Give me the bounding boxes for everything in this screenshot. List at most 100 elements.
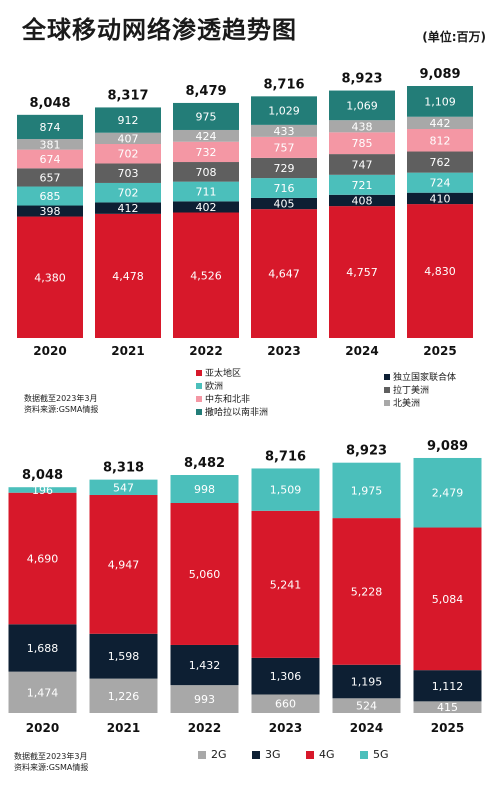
bar-segment (251, 209, 317, 338)
bar-segment (329, 174, 395, 195)
bar-segment (17, 216, 83, 338)
data-label: 657 (40, 171, 61, 184)
bar-segment (413, 670, 482, 702)
total-label: 8,048 (22, 468, 63, 483)
data-label: 702 (118, 148, 139, 161)
bar-segment (413, 527, 482, 671)
bar-segment (251, 96, 317, 125)
total-label: 8,482 (184, 456, 225, 471)
data-label: 912 (118, 114, 139, 127)
data-label: 5,084 (432, 593, 464, 606)
legend-label: 亚太地区 (205, 369, 242, 379)
data-label: 2,479 (432, 487, 464, 500)
data-label: 1,474 (27, 686, 59, 699)
data-label: 407 (118, 132, 139, 145)
bar-segment (407, 116, 473, 130)
x-tick-label: 2025 (423, 344, 456, 358)
data-label: 5,228 (351, 585, 383, 598)
data-label: 674 (40, 153, 61, 166)
data-label: 381 (40, 138, 61, 151)
data-label: 660 (275, 698, 296, 711)
bar-segment (332, 518, 401, 665)
legend-swatch (360, 750, 368, 759)
data-label: 524 (356, 700, 377, 713)
legend-swatch (384, 386, 390, 393)
bar-segment (407, 129, 473, 152)
data-label: 415 (437, 701, 458, 714)
legend-item: 中东和北非 (196, 392, 250, 405)
data-label: 1,069 (346, 99, 378, 112)
bar-segment (329, 154, 395, 175)
bar-segment (170, 475, 239, 504)
legend-swatch (196, 382, 202, 389)
bar-segment (95, 213, 161, 338)
total-label: 8,317 (107, 88, 148, 103)
data-label: 1,109 (424, 95, 456, 108)
bar-segment (332, 462, 401, 519)
total-label: 8,923 (341, 72, 382, 87)
legend-item: 亚太地区 (196, 366, 241, 379)
legend-label: 中东和北非 (205, 395, 251, 405)
bar-segment (329, 206, 395, 338)
legend-label: 撒哈拉以南非洲 (205, 408, 269, 418)
bar-segment (251, 124, 317, 137)
bar-segment (251, 136, 317, 158)
data-label: 721 (352, 179, 373, 192)
x-tick-label: 2021 (107, 721, 140, 735)
bar-segment (173, 141, 239, 163)
bar-segment (251, 694, 320, 713)
bar-segment (251, 468, 320, 511)
data-label: 757 (274, 141, 295, 154)
data-label: 762 (430, 156, 451, 169)
bar-segment (173, 162, 239, 182)
bar-segment (95, 144, 161, 164)
data-label: 4,526 (190, 269, 222, 282)
data-label: 1,195 (351, 676, 383, 689)
data-label: 993 (194, 693, 215, 706)
data-label: 4,380 (34, 271, 66, 284)
bar-segment (329, 194, 395, 207)
bar-segment (407, 204, 473, 338)
data-label: 196 (32, 484, 53, 497)
data-label: 747 (352, 158, 373, 171)
bar-segment (251, 178, 317, 198)
bar-segment (170, 503, 239, 645)
data-label: 1,029 (268, 105, 300, 118)
bar-segment (173, 181, 239, 202)
data-label: 4,830 (424, 265, 456, 278)
legend-label: 2G (211, 748, 227, 761)
source-note: 数据截至2023年3月 资料来源:GSMA情报 (24, 393, 98, 415)
data-label: 433 (274, 125, 295, 138)
bar-segment (251, 657, 320, 695)
bar-segment (17, 149, 83, 169)
data-label: 1,598 (108, 650, 140, 663)
data-label: 685 (40, 190, 61, 203)
legend-swatch (384, 373, 390, 380)
bar-segment (17, 186, 83, 206)
legend-label: 5G (373, 748, 389, 761)
bar-segment (329, 132, 395, 155)
data-label: 547 (113, 481, 134, 494)
legend-item: 北美洲 (384, 396, 420, 409)
x-tick-label: 2020 (33, 344, 66, 358)
data-label: 703 (118, 167, 139, 180)
bar-segment (329, 90, 395, 121)
x-tick-label: 2022 (189, 344, 222, 358)
bar-segment (173, 201, 239, 213)
x-tick-label: 2023 (267, 344, 300, 358)
x-tick-label: 2024 (345, 344, 378, 358)
data-label: 438 (352, 120, 373, 133)
data-label: 4,647 (268, 268, 300, 281)
legend-label: 独立国家联合体 (393, 373, 457, 383)
note-source: 资料来源:GSMA情报 (14, 763, 89, 772)
bar-segment (332, 664, 401, 699)
unit-label: (单位:百万) (422, 30, 486, 44)
x-tick-label: 2020 (26, 721, 59, 735)
bar-segment (407, 172, 473, 193)
bar-segment (89, 678, 158, 713)
data-label: 398 (40, 205, 61, 218)
bar-segment (95, 107, 161, 133)
note-date: 数据截至2023年3月 (24, 394, 98, 403)
